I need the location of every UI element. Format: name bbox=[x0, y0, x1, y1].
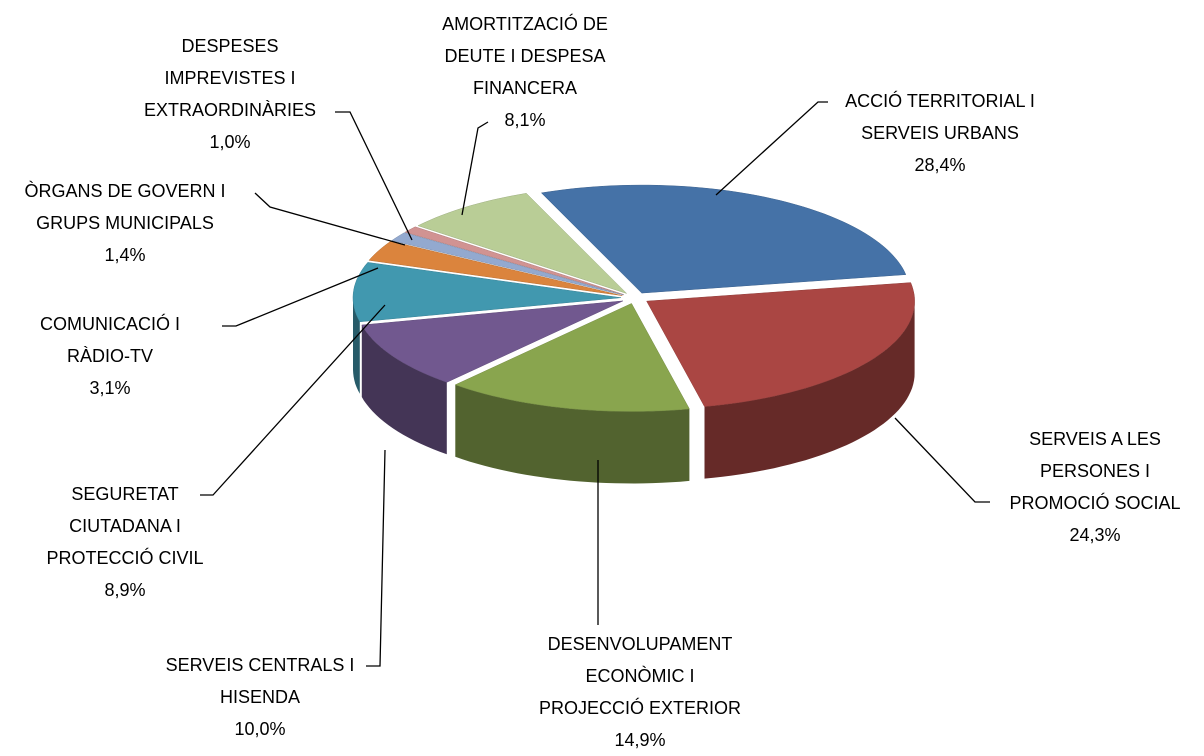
leader-line bbox=[894, 417, 990, 503]
tops bbox=[352, 184, 915, 412]
slice-side bbox=[455, 384, 690, 484]
value-label: 24,3% bbox=[1069, 525, 1120, 545]
leader-line bbox=[366, 449, 386, 667]
category-label: GRUPS MUNICIPALS bbox=[36, 213, 214, 233]
value-label: 8,1% bbox=[504, 110, 545, 130]
leader-line bbox=[461, 121, 489, 216]
slice bbox=[368, 241, 623, 296]
category-label: IMPREVISTES I bbox=[164, 68, 295, 88]
slice-side bbox=[361, 325, 447, 455]
category-label: AMORTITZACIÓ DE bbox=[442, 13, 608, 34]
slice bbox=[352, 262, 622, 323]
data-label: ACCIÓ TERRITORIAL I SERVEIS URBANS 28,4% bbox=[715, 90, 1035, 196]
value-label: 10,0% bbox=[234, 719, 285, 739]
slice bbox=[454, 303, 690, 412]
slice bbox=[646, 282, 915, 407]
category-label: PROMOCIÓ SOCIAL bbox=[1009, 492, 1180, 513]
data-label: COMUNICACIÓ I RÀDIO-TV 3,1% bbox=[40, 267, 379, 398]
leader-line bbox=[254, 192, 406, 246]
slice bbox=[540, 184, 907, 294]
category-label: HISENDA bbox=[220, 687, 300, 707]
category-label: ACCIÓ TERRITORIAL I bbox=[845, 90, 1035, 111]
category-label: EXTRAORDINÀRIES bbox=[144, 100, 316, 120]
category-label: COMUNICACIÓ I bbox=[40, 313, 180, 334]
leader-line bbox=[335, 111, 413, 241]
value-label: 8,9% bbox=[104, 580, 145, 600]
value-label: 28,4% bbox=[914, 155, 965, 175]
category-label: SEGURETAT bbox=[71, 484, 178, 504]
walls bbox=[353, 297, 915, 484]
value-label: 14,9% bbox=[614, 730, 665, 750]
category-label: RÀDIO-TV bbox=[67, 346, 153, 366]
category-label: FINANCERA bbox=[473, 78, 577, 98]
value-label: 1,0% bbox=[209, 132, 250, 152]
data-label: ÒRGANS DE GOVERN I GRUPS MUNICIPALS 1,4% bbox=[24, 180, 406, 265]
category-label: ÒRGANS DE GOVERN I bbox=[24, 180, 225, 201]
category-label: DESENVOLUPAMENT bbox=[548, 634, 733, 654]
slice-side bbox=[704, 301, 915, 479]
category-label: PROTECCIÓ CIVIL bbox=[46, 547, 203, 568]
slice-side bbox=[353, 297, 360, 394]
data-label: DESENVOLUPAMENT ECONÒMIC I PROJECCIÓ EXTER… bbox=[539, 460, 741, 750]
leader-line bbox=[222, 267, 379, 327]
value-label: 3,1% bbox=[89, 378, 130, 398]
slice bbox=[404, 226, 624, 295]
data-label: SERVEIS A LES PERSONES I PROMOCIÓ SOCIAL 24… bbox=[894, 417, 1181, 545]
value-label: 1,4% bbox=[104, 245, 145, 265]
data-label: SERVEIS CENTRALS I HISENDA 10,0% bbox=[166, 449, 386, 739]
leader-line bbox=[715, 101, 828, 196]
slice bbox=[417, 193, 627, 294]
slice bbox=[391, 232, 624, 296]
category-label: SERVEIS A LES bbox=[1029, 429, 1161, 449]
category-label: SERVEIS URBANS bbox=[861, 123, 1019, 143]
data-label: SEGURETAT CIUTADANA I PROTECCIÓ CIVIL 8,9% bbox=[46, 304, 386, 600]
leader-line bbox=[200, 304, 386, 496]
category-label: DESPESES bbox=[181, 36, 278, 56]
category-label: PERSONES I bbox=[1040, 461, 1150, 481]
category-label: CIUTADANA I bbox=[69, 516, 181, 536]
category-label: DEUTE I DESPESA bbox=[444, 46, 605, 66]
category-label: ECONÒMIC I bbox=[585, 665, 694, 686]
data-label: DESPESES IMPREVISTES I EXTRAORDINÀRIES 1,0% bbox=[144, 36, 413, 241]
category-label: SERVEIS CENTRALS I bbox=[166, 655, 355, 675]
data-label: AMORTITZACIÓ DE DEUTE I DESPESA FINANCERA 8… bbox=[442, 13, 608, 216]
category-label: PROJECCIÓ EXTERIOR bbox=[539, 697, 741, 718]
slice bbox=[361, 300, 624, 383]
